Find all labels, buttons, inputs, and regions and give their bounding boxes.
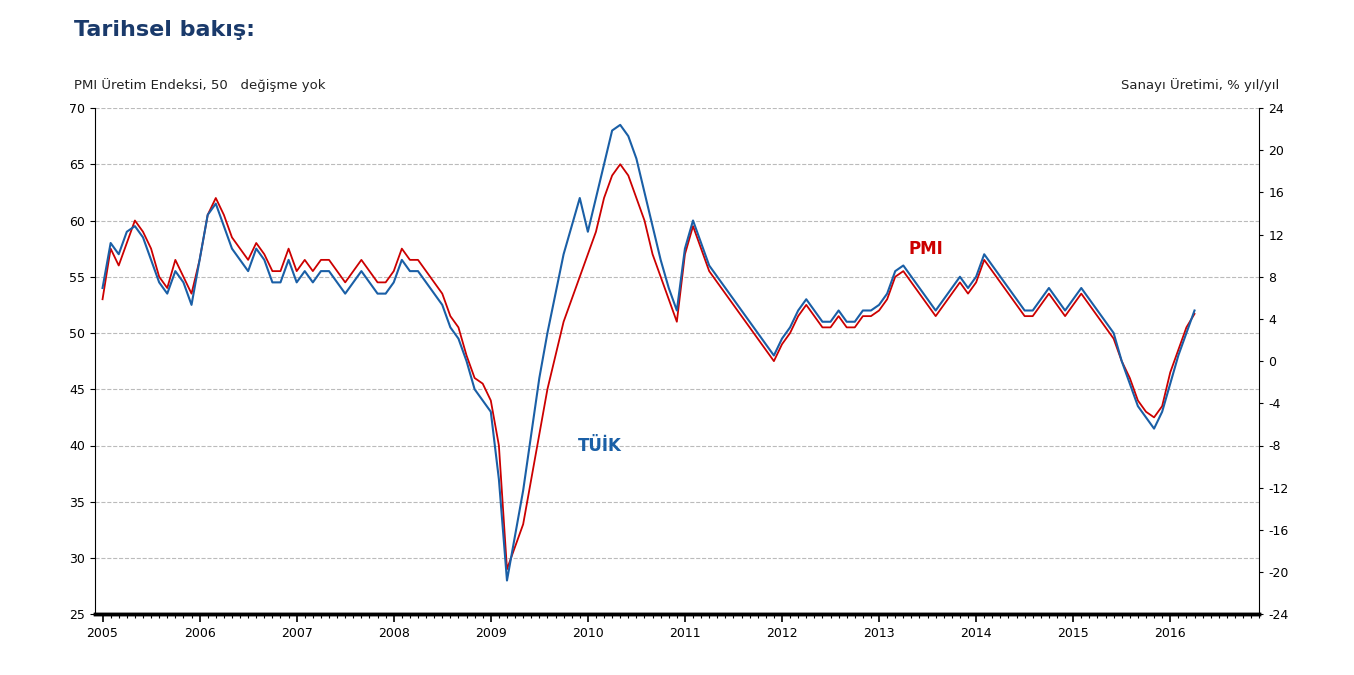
Text: Sanayı Üretimi, % yıl/yıl: Sanayı Üretimi, % yıl/yıl xyxy=(1121,78,1280,92)
Text: TÜİK: TÜİK xyxy=(578,437,621,455)
Text: PMI Üretim Endeksi, 50   değişme yok: PMI Üretim Endeksi, 50 değişme yok xyxy=(74,78,326,92)
Text: PMI: PMI xyxy=(909,240,942,259)
Text: Tarihsel bakış:: Tarihsel bakış: xyxy=(74,20,256,40)
